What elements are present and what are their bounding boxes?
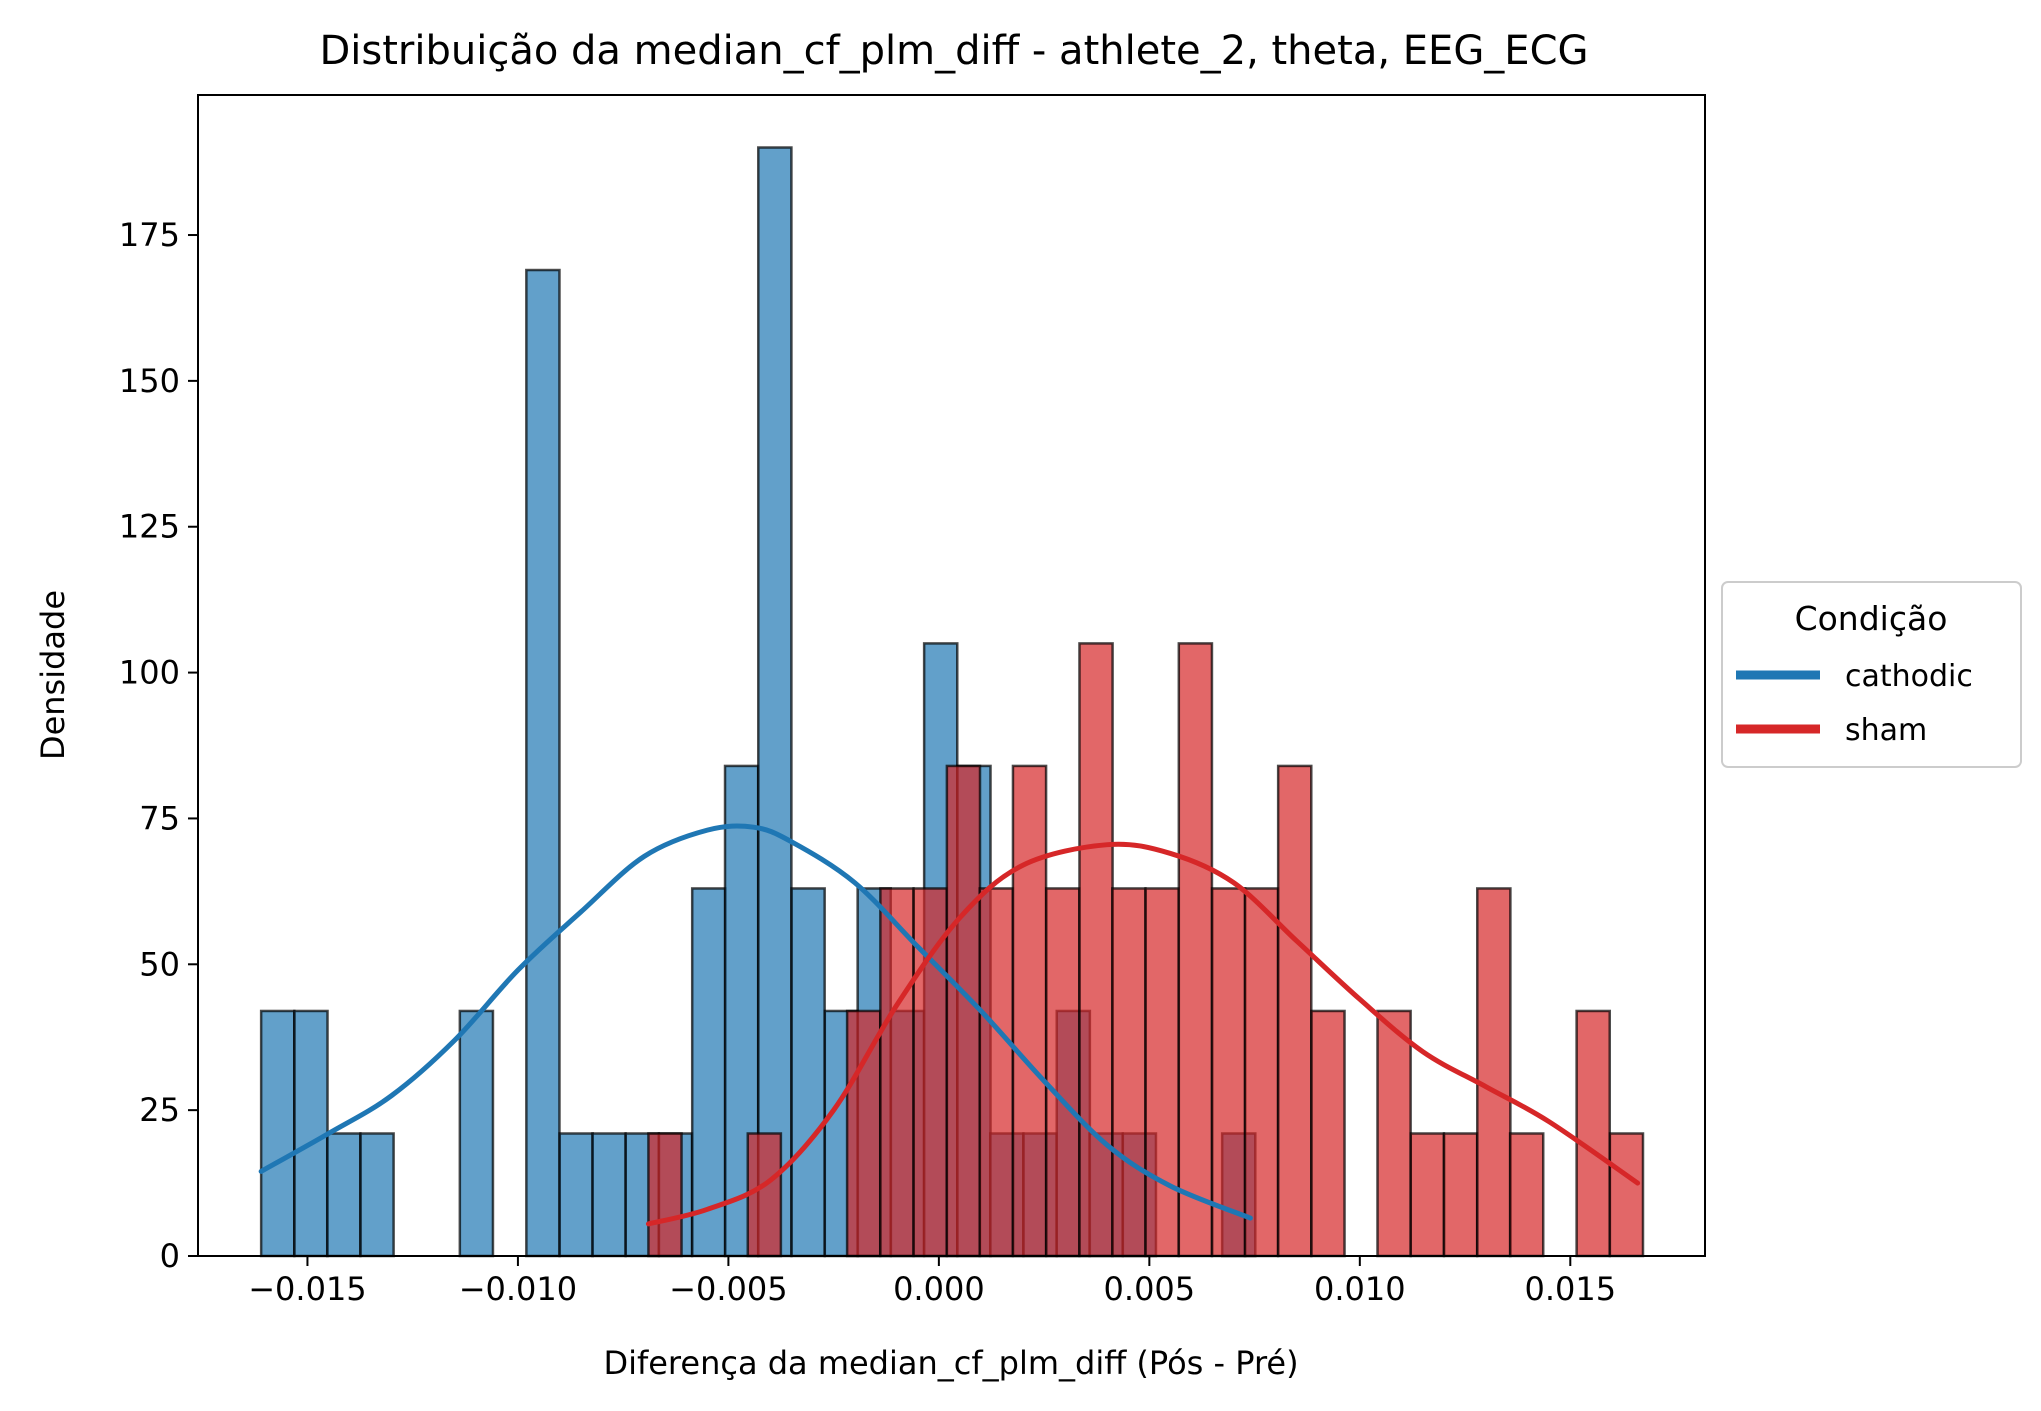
bar-cathodic-8 xyxy=(525,268,561,1258)
chart-title: Distribuição da median_cf_plm_diff - ath… xyxy=(319,28,1588,74)
y-tick-label: 50 xyxy=(139,945,180,983)
bar-sham-12 xyxy=(1044,887,1081,1258)
bar-sham-10 xyxy=(978,887,1015,1258)
bar-sham-19 xyxy=(1276,764,1313,1258)
bar-cathodic-13 xyxy=(690,887,727,1258)
bar-sham-15 xyxy=(1144,887,1180,1258)
legend: Condição cathodic sham xyxy=(1721,581,2022,768)
y-tick-label: 150 xyxy=(119,362,180,400)
legend-label-cathodic: cathodic xyxy=(1845,659,1973,694)
bar-cathodic-3 xyxy=(359,1132,395,1258)
bar-cathodic-16 xyxy=(790,887,826,1258)
y-axis: 0 25 50 75 100 125 150 175 xyxy=(119,216,198,1275)
y-tick-label: 175 xyxy=(119,216,180,254)
bar-cathodic-1 xyxy=(293,1009,329,1258)
bar-cathodic-10 xyxy=(591,1132,627,1258)
bar-sham-23 xyxy=(1409,1132,1446,1258)
bar-sham-13 xyxy=(1078,642,1114,1258)
kde-layer xyxy=(258,823,1641,1227)
bar-sham-3 xyxy=(746,1132,783,1258)
bar-sham-16 xyxy=(1177,642,1214,1258)
bar-sham-17 xyxy=(1210,887,1247,1258)
x-tick-label: −0.005 xyxy=(669,1270,787,1308)
bar-sham-7 xyxy=(879,887,915,1258)
bar-cathodic-9 xyxy=(558,1132,594,1258)
bars-layer xyxy=(259,146,1645,1258)
bar-cathodic-6 xyxy=(458,1009,495,1258)
bar-sham-24 xyxy=(1442,1132,1479,1258)
bar-sham-9 xyxy=(945,764,982,1258)
x-tick-label: −0.010 xyxy=(459,1270,577,1308)
x-axis: −0.015 −0.010 −0.005 0.000 0.005 0.010 0.015 xyxy=(248,1256,1616,1308)
bar-cathodic-0 xyxy=(259,1009,296,1258)
x-tick-label: −0.015 xyxy=(248,1270,366,1308)
legend-label-sham: sham xyxy=(1845,713,1927,748)
bar-sham-14 xyxy=(1111,887,1147,1258)
legend-title: Condição xyxy=(1795,599,1948,638)
y-tick-label: 100 xyxy=(119,654,180,692)
kde-line-cathodic xyxy=(258,823,1253,1221)
y-tick-label: 75 xyxy=(139,799,180,837)
plot-frame xyxy=(197,94,1706,1257)
y-tick-label: 125 xyxy=(119,508,180,546)
x-axis-label: Diferença da median_cf_plm_diff (Pós - P… xyxy=(603,1344,1298,1382)
bar-sham-6 xyxy=(845,1009,882,1258)
bar-cathodic-15 xyxy=(757,146,793,1258)
bar-sham-11 xyxy=(1011,764,1048,1258)
x-tick-label: 0.005 xyxy=(1104,1270,1196,1308)
series-sham-bars xyxy=(647,642,1645,1258)
bar-sham-26 xyxy=(1508,1132,1545,1258)
x-tick-label: 0.000 xyxy=(893,1270,985,1308)
bar-sham-22 xyxy=(1376,1009,1412,1258)
bar-sham-18 xyxy=(1243,887,1280,1258)
x-tick-label: 0.015 xyxy=(1524,1270,1616,1308)
y-tick-label: 0 xyxy=(160,1237,180,1275)
bar-sham-0 xyxy=(647,1132,683,1258)
bar-sham-25 xyxy=(1476,887,1512,1258)
y-axis-label: Densidade xyxy=(34,590,72,760)
bar-cathodic-2 xyxy=(325,1132,362,1258)
bar-sham-29 xyxy=(1608,1132,1645,1258)
bar-sham-28 xyxy=(1575,1009,1611,1258)
legend-frame xyxy=(1721,581,2022,768)
kde-line-sham xyxy=(645,841,1641,1227)
y-tick-label: 25 xyxy=(139,1091,180,1129)
bar-sham-20 xyxy=(1310,1009,1346,1258)
x-tick-label: 0.010 xyxy=(1314,1270,1406,1308)
